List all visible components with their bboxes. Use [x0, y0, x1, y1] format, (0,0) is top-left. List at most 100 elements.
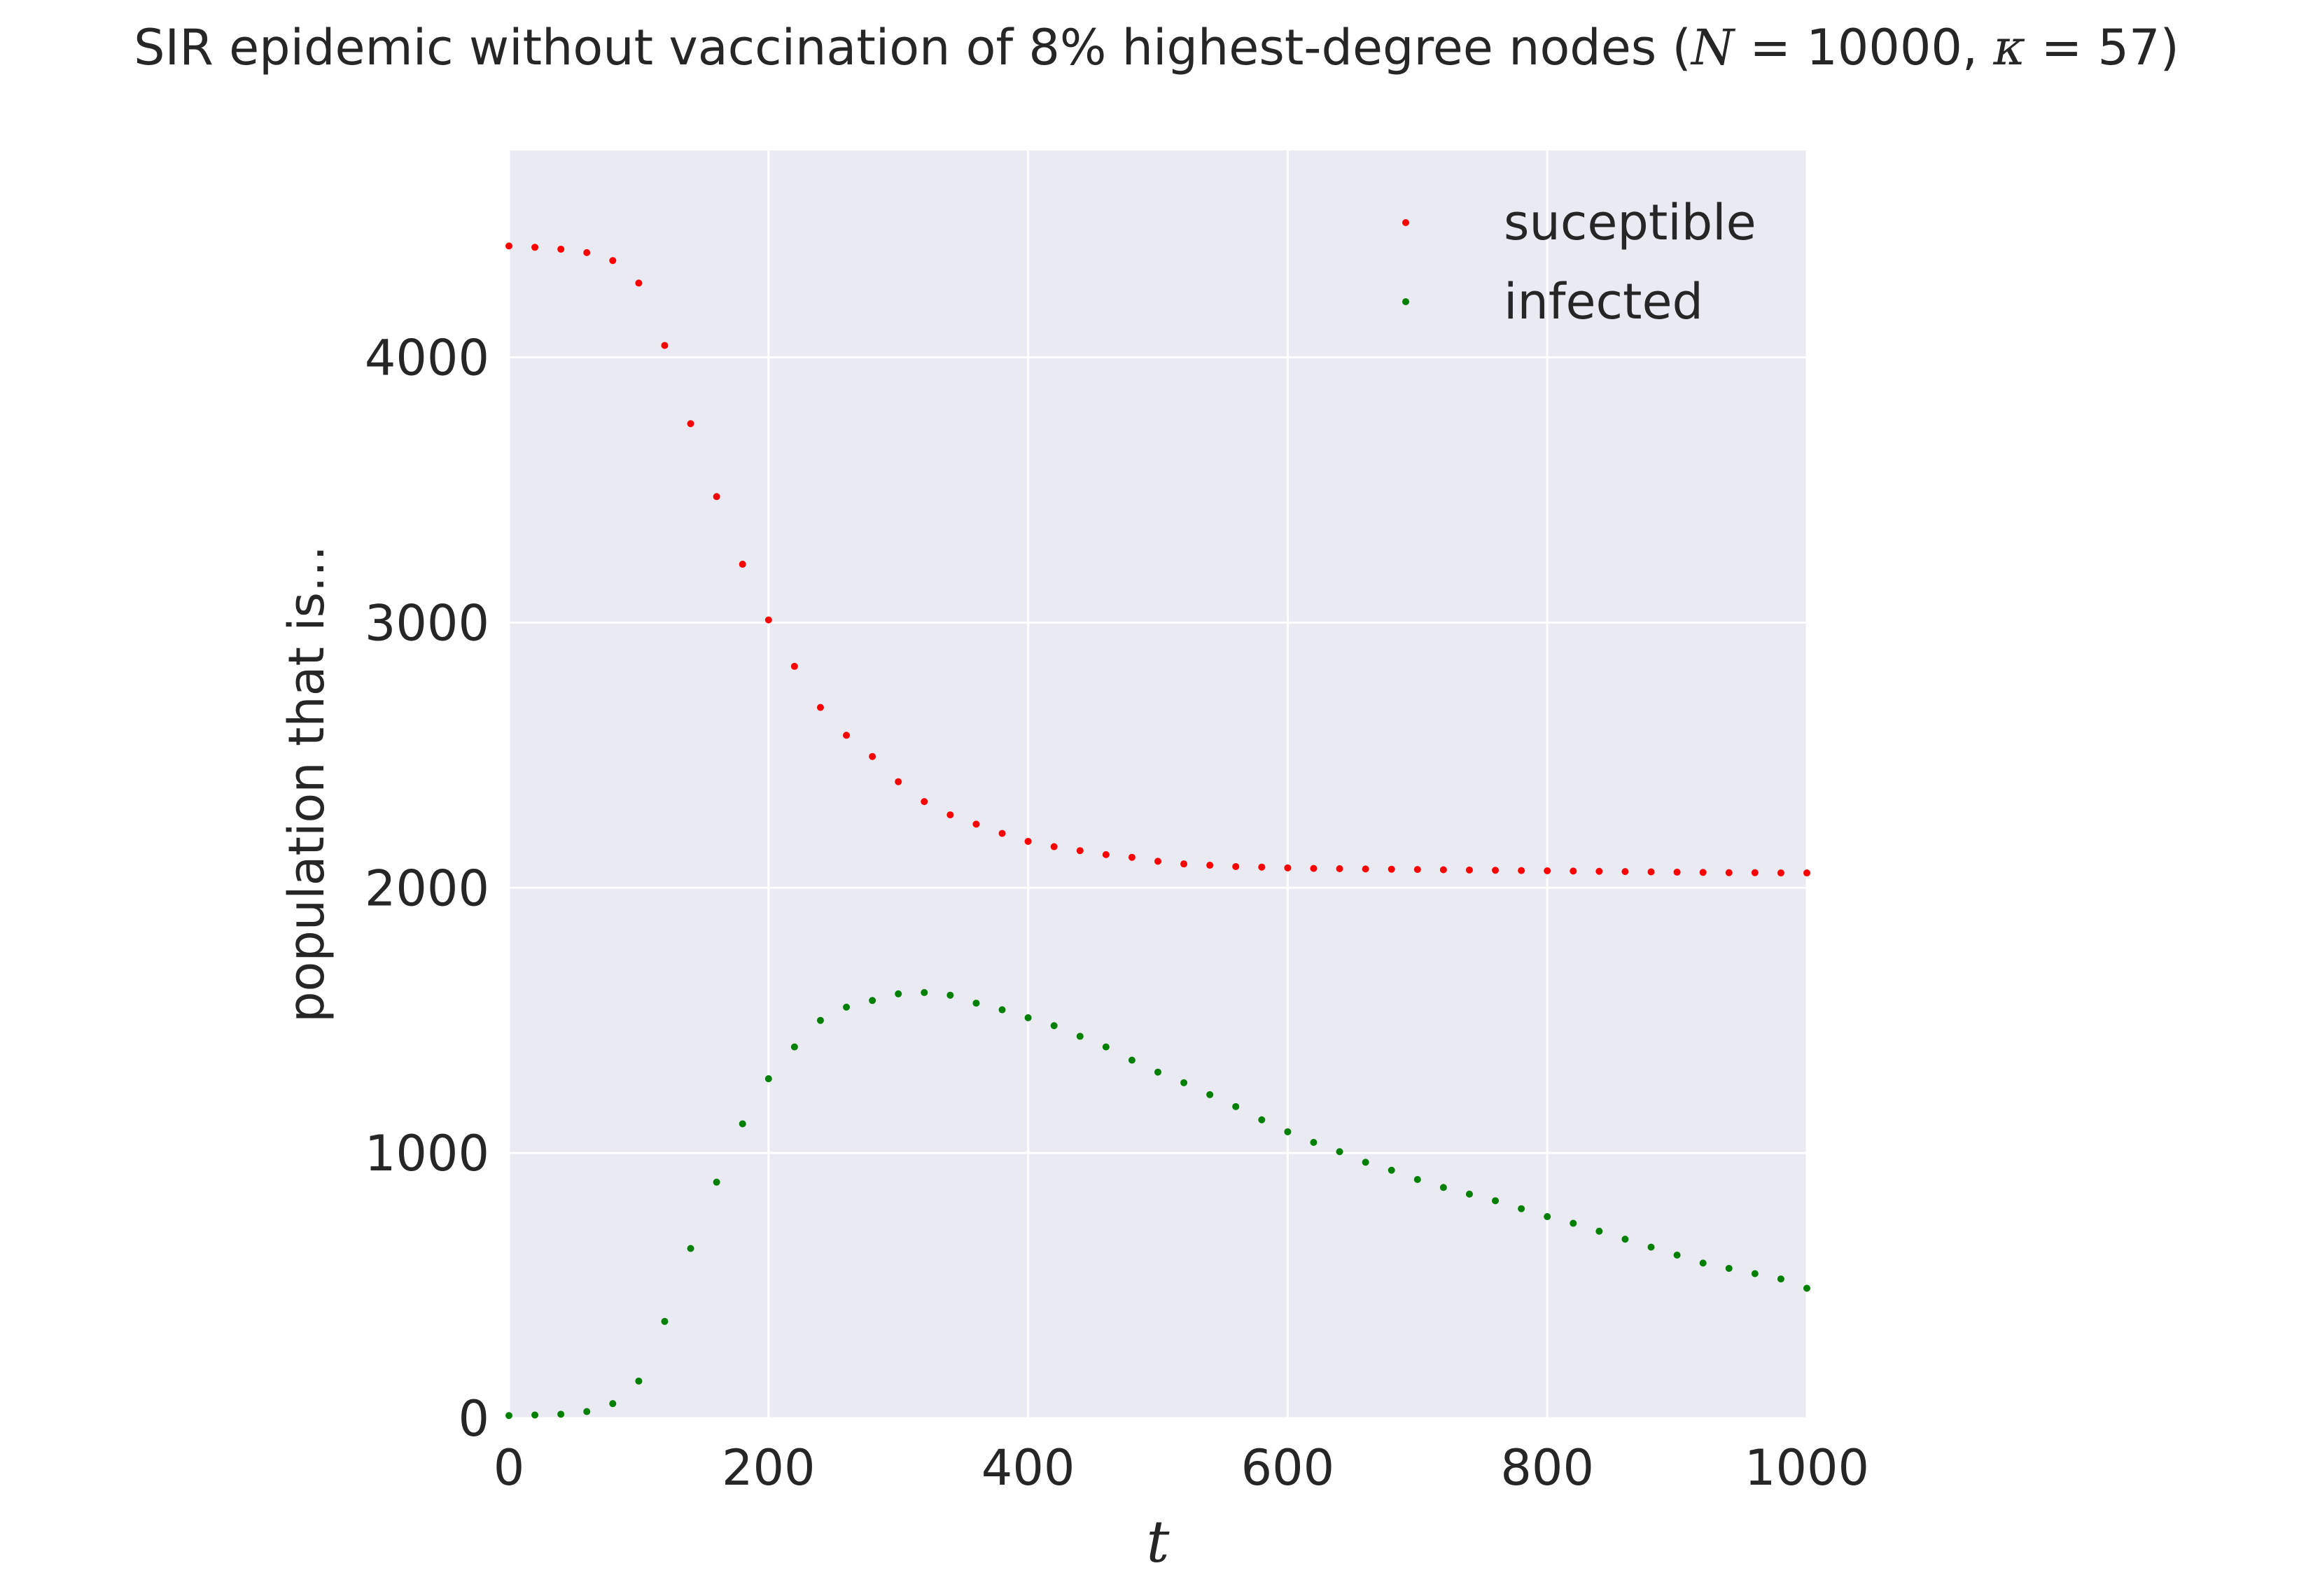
data-point — [1310, 1138, 1318, 1146]
data-point — [661, 342, 669, 349]
data-point — [843, 732, 851, 739]
data-point — [1206, 1091, 1214, 1098]
chart-title-prefix: SIR epidemic without vaccination of 8% h… — [134, 19, 1691, 76]
chart-title-n-value: = 10000, — [1734, 19, 1993, 76]
data-point — [972, 1000, 980, 1007]
data-point — [1725, 869, 1733, 876]
data-point — [1570, 867, 1577, 875]
data-point — [946, 811, 954, 819]
y-axis-label: population that is... — [278, 545, 335, 1023]
data-point — [1362, 1158, 1369, 1166]
series-suceptible — [505, 242, 1810, 877]
data-point — [1024, 837, 1032, 845]
data-point — [1544, 867, 1551, 875]
data-point — [1232, 1102, 1240, 1110]
data-point — [609, 1400, 617, 1408]
data-point — [1673, 1251, 1681, 1259]
data-point — [1154, 858, 1161, 865]
data-point — [1284, 864, 1292, 872]
data-point — [998, 1006, 1006, 1014]
x-tick-labels: 0 200 400 600 800 1000 — [494, 1439, 1869, 1497]
data-point — [1621, 1236, 1629, 1243]
legend-label: infected — [1504, 273, 1703, 330]
data-point — [1803, 1284, 1810, 1292]
data-point — [1673, 868, 1681, 876]
data-point — [505, 242, 512, 250]
data-point — [557, 245, 565, 253]
data-point — [1258, 863, 1266, 871]
data-point — [1439, 866, 1447, 874]
data-point — [895, 990, 902, 997]
data-point — [1439, 1184, 1447, 1191]
x-tick-label: 400 — [981, 1439, 1075, 1497]
data-point — [1595, 867, 1603, 875]
data-point — [1803, 869, 1810, 877]
y-tick-label: 0 — [458, 1390, 489, 1448]
data-point — [1621, 868, 1629, 876]
x-tick-label: 0 — [494, 1439, 525, 1497]
data-point — [1076, 1032, 1084, 1040]
data-point — [635, 279, 643, 287]
data-point — [1413, 866, 1421, 874]
data-point — [1699, 869, 1707, 876]
data-point — [1595, 1227, 1603, 1235]
data-point — [1180, 1079, 1188, 1086]
data-point — [1465, 866, 1473, 874]
chart-title-k-symbol: κ — [1992, 19, 2025, 76]
data-point — [946, 991, 954, 999]
x-tick-label: 600 — [1241, 1439, 1335, 1497]
data-point — [790, 662, 798, 670]
data-point — [1388, 865, 1395, 873]
data-point — [1102, 850, 1110, 858]
y-tick-label: 1000 — [365, 1125, 489, 1182]
data-point — [1050, 843, 1058, 850]
y-tick-labels: 0 1000 2000 3000 4000 — [365, 330, 489, 1448]
x-tick-label: 800 — [1500, 1439, 1594, 1497]
data-point — [505, 1412, 512, 1420]
plot-area — [509, 150, 1807, 1418]
data-point — [661, 1317, 669, 1325]
legend-marker — [1402, 298, 1409, 305]
data-point — [1232, 862, 1240, 870]
data-point — [921, 798, 928, 806]
data-point — [790, 1043, 798, 1051]
data-point — [1647, 868, 1655, 876]
x-axis-label: t — [1147, 1509, 1171, 1576]
data-point — [1492, 1197, 1500, 1205]
data-point — [764, 1075, 772, 1083]
data-series — [505, 242, 1810, 1420]
data-point — [1751, 1270, 1759, 1278]
data-point — [687, 1245, 694, 1252]
y-tick-label: 3000 — [365, 594, 489, 652]
data-point — [1647, 1243, 1655, 1251]
data-point — [1465, 1190, 1473, 1198]
data-point — [557, 1410, 565, 1418]
data-point — [1751, 869, 1759, 876]
data-point — [1180, 860, 1188, 868]
data-point — [1362, 865, 1369, 873]
data-point — [816, 704, 824, 711]
data-point — [869, 752, 876, 760]
data-point — [1413, 1176, 1421, 1184]
data-point — [1544, 1213, 1551, 1221]
data-point — [713, 493, 720, 500]
data-point — [1492, 867, 1500, 874]
data-point — [1128, 853, 1135, 861]
data-point — [816, 1016, 824, 1024]
legend-label: suceptible — [1504, 194, 1756, 251]
data-point — [895, 778, 902, 785]
data-point — [1206, 862, 1214, 869]
data-point — [583, 248, 591, 256]
data-point — [921, 988, 928, 996]
data-point — [739, 1120, 746, 1128]
data-point — [1777, 869, 1784, 877]
data-point — [1336, 864, 1343, 872]
data-point — [1570, 1219, 1577, 1227]
data-point — [972, 820, 980, 828]
data-point — [843, 1003, 851, 1011]
data-point — [1102, 1043, 1110, 1051]
data-point — [1518, 867, 1525, 874]
data-point — [531, 244, 539, 251]
chart-title-n-symbol: N — [1690, 19, 1736, 76]
